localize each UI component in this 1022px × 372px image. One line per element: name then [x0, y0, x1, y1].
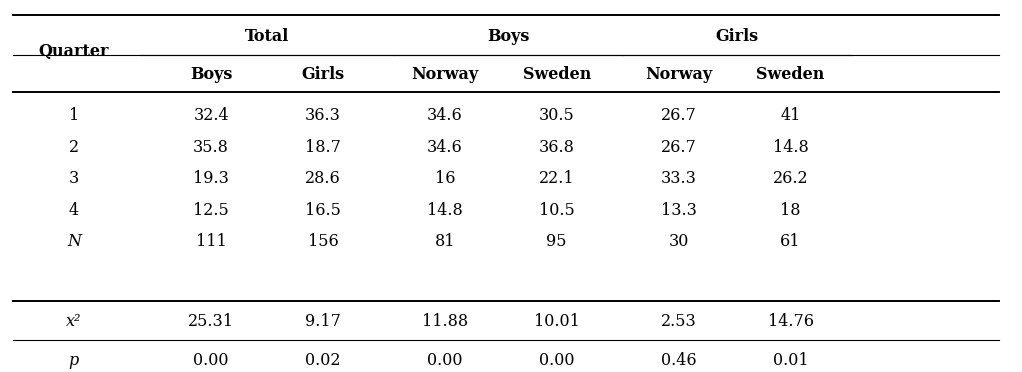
Text: 19.3: 19.3: [193, 170, 229, 187]
Text: 14.76: 14.76: [768, 313, 814, 330]
Text: Sweden: Sweden: [522, 66, 591, 83]
Text: 41: 41: [781, 107, 800, 124]
Text: Boys: Boys: [487, 28, 529, 45]
Text: 14.8: 14.8: [427, 202, 463, 218]
Text: 30: 30: [668, 233, 689, 250]
Text: 18: 18: [780, 202, 801, 218]
Text: 9.17: 9.17: [305, 313, 341, 330]
Text: 36.8: 36.8: [539, 138, 574, 155]
Text: Girls: Girls: [715, 28, 758, 45]
Text: p: p: [68, 352, 79, 369]
Text: 34.6: 34.6: [427, 107, 463, 124]
Text: 0.00: 0.00: [427, 352, 463, 369]
Text: Total: Total: [245, 28, 289, 45]
Text: 10.01: 10.01: [533, 313, 579, 330]
Text: 16.5: 16.5: [305, 202, 341, 218]
Text: N: N: [66, 233, 81, 250]
Text: 95: 95: [547, 233, 567, 250]
Text: 33.3: 33.3: [661, 170, 697, 187]
Text: 30.5: 30.5: [539, 107, 574, 124]
Text: 0.00: 0.00: [193, 352, 229, 369]
Text: 36.3: 36.3: [305, 107, 341, 124]
Text: Sweden: Sweden: [756, 66, 825, 83]
Text: 111: 111: [196, 233, 227, 250]
Text: 16: 16: [434, 170, 455, 187]
Text: Girls: Girls: [301, 66, 344, 83]
Text: Norway: Norway: [412, 66, 478, 83]
Text: Boys: Boys: [190, 66, 232, 83]
Text: 26.7: 26.7: [661, 138, 697, 155]
Text: 25.31: 25.31: [188, 313, 234, 330]
Text: 3: 3: [68, 170, 79, 187]
Text: 0.46: 0.46: [661, 352, 697, 369]
Text: 0.02: 0.02: [306, 352, 340, 369]
Text: 32.4: 32.4: [193, 107, 229, 124]
Text: 81: 81: [434, 233, 455, 250]
Text: 2.53: 2.53: [661, 313, 697, 330]
Text: x²: x²: [66, 313, 82, 330]
Text: 2: 2: [68, 138, 79, 155]
Text: Quarter: Quarter: [39, 44, 109, 61]
Text: 28.6: 28.6: [306, 170, 340, 187]
Text: Norway: Norway: [645, 66, 712, 83]
Text: 0.00: 0.00: [539, 352, 574, 369]
Text: 12.5: 12.5: [193, 202, 229, 218]
Text: 34.6: 34.6: [427, 138, 463, 155]
Text: 22.1: 22.1: [539, 170, 574, 187]
Text: 156: 156: [308, 233, 338, 250]
Text: 11.88: 11.88: [422, 313, 468, 330]
Text: 1: 1: [68, 107, 79, 124]
Text: 13.3: 13.3: [661, 202, 697, 218]
Text: 4: 4: [68, 202, 79, 218]
Text: 26.2: 26.2: [773, 170, 808, 187]
Text: 0.01: 0.01: [773, 352, 808, 369]
Text: 26.7: 26.7: [661, 107, 697, 124]
Text: 61: 61: [780, 233, 801, 250]
Text: 10.5: 10.5: [539, 202, 574, 218]
Text: 14.8: 14.8: [773, 138, 808, 155]
Text: 18.7: 18.7: [305, 138, 341, 155]
Text: 35.8: 35.8: [193, 138, 229, 155]
